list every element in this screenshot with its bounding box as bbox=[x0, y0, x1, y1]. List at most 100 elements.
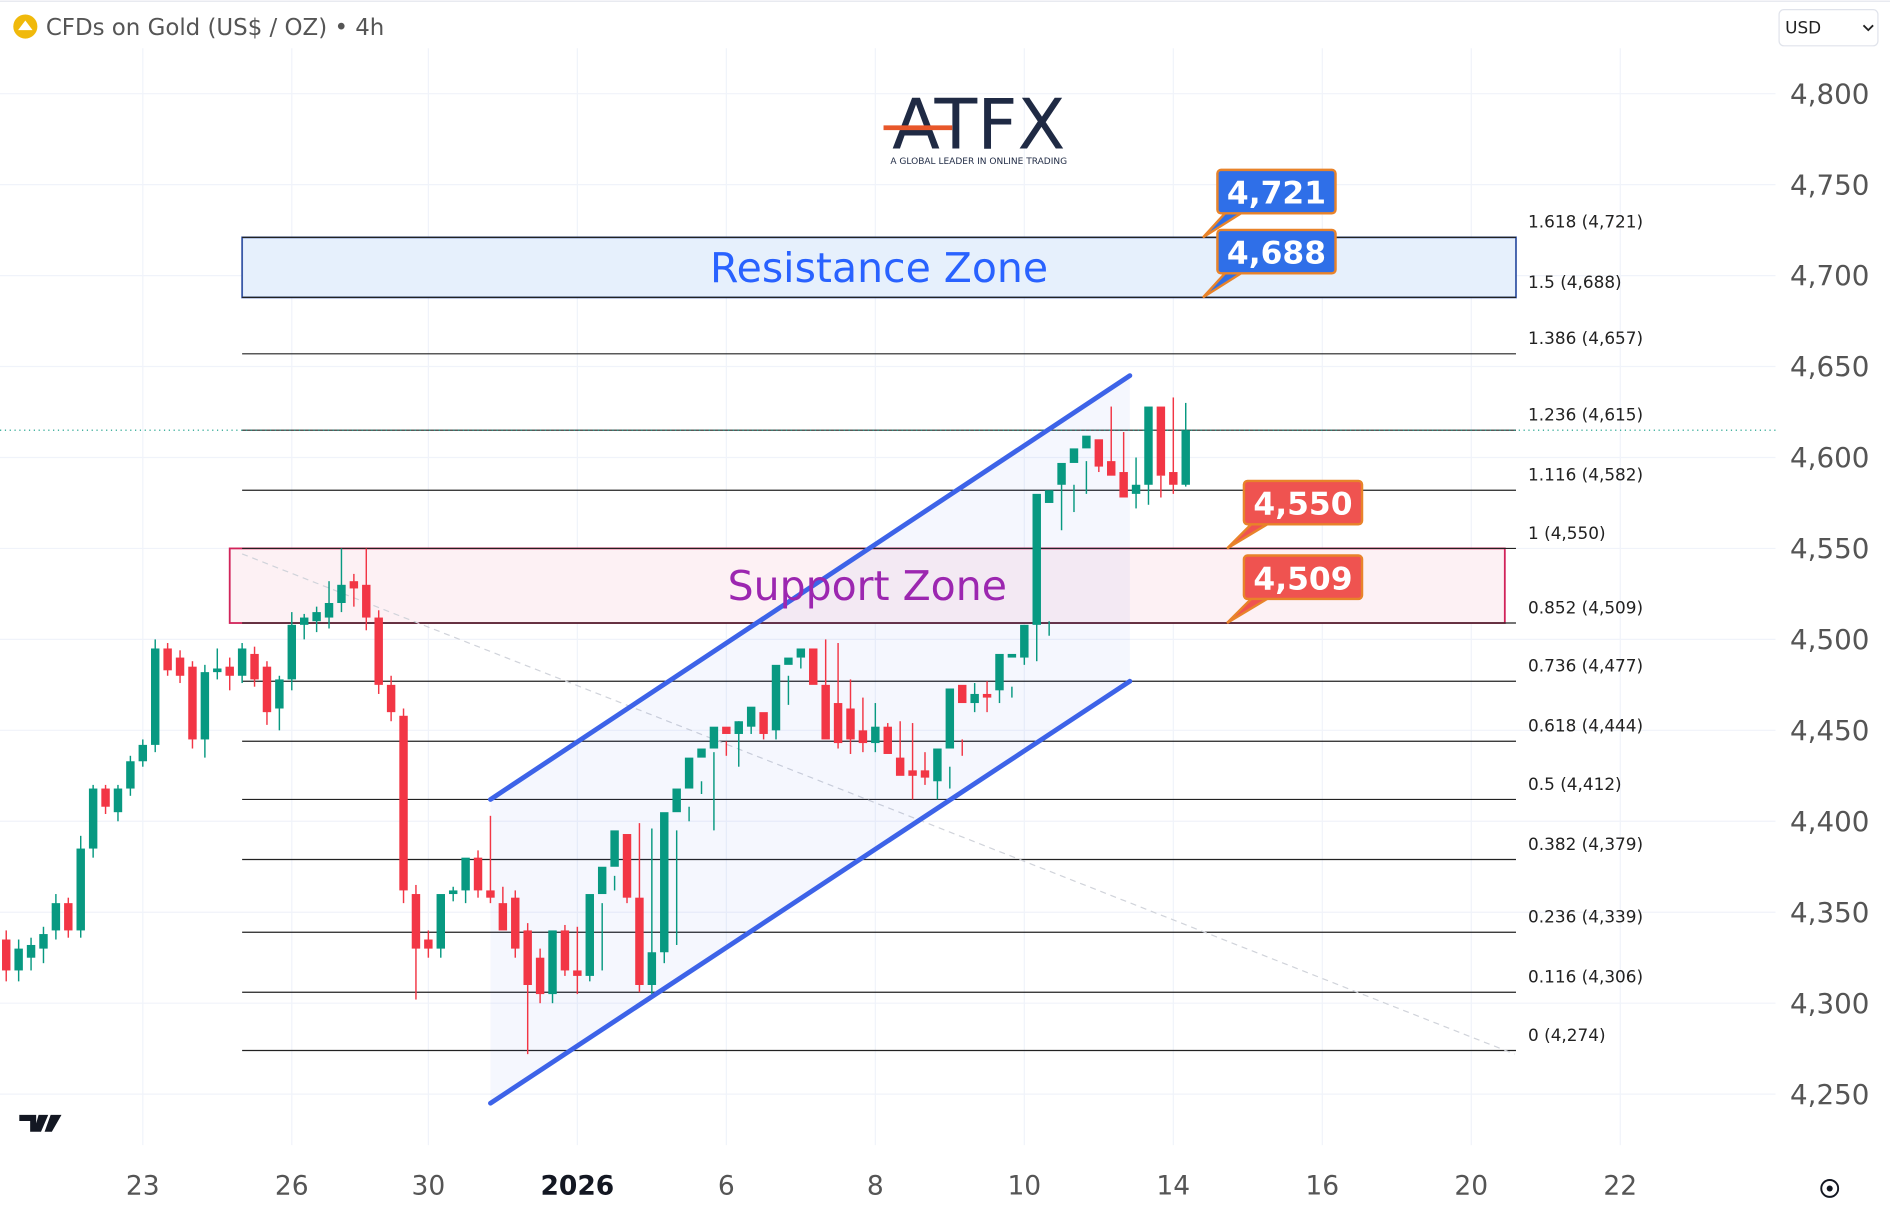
candle-body bbox=[622, 834, 632, 898]
overlay: 4,250 4,300 4,350 4,400 4,450 4,500 4,550 4,600… bbox=[126, 77, 1869, 1201]
settings-icon[interactable] bbox=[1820, 1179, 1840, 1198]
candle-body bbox=[448, 890, 458, 895]
candle-body bbox=[51, 903, 61, 931]
fib-label: 0.852 (4,509) bbox=[1528, 597, 1643, 617]
candle-body bbox=[610, 830, 619, 867]
x-tick-label: 8 bbox=[867, 1170, 884, 1201]
fib-label: 1.386 (4,657) bbox=[1528, 328, 1643, 348]
candle-body bbox=[821, 684, 830, 740]
candle-body bbox=[213, 668, 222, 673]
candle-body bbox=[672, 788, 681, 813]
candle-body bbox=[573, 970, 582, 976]
currency-label[interactable]: USD bbox=[1785, 18, 1821, 38]
fib-label: 0.618 (4,444) bbox=[1528, 716, 1643, 736]
candle-body bbox=[299, 617, 309, 625]
price-tag bbox=[1216, 168, 1337, 215]
candle-body bbox=[722, 726, 731, 734]
candle-body bbox=[1032, 493, 1041, 625]
candle-body bbox=[188, 666, 197, 740]
candle-body bbox=[871, 726, 880, 744]
candle-body bbox=[597, 866, 607, 895]
candle-body bbox=[1131, 484, 1141, 494]
candle-body bbox=[113, 788, 123, 813]
candle-body bbox=[287, 624, 297, 680]
fib-label: 1.236 (4,615) bbox=[1528, 405, 1643, 425]
fib-label: 1.5 (4,688) bbox=[1528, 272, 1622, 292]
candle-body bbox=[746, 706, 756, 727]
fib-label: 0 (4,274) bbox=[1528, 1025, 1606, 1045]
candle-body bbox=[560, 930, 570, 971]
candle-body bbox=[424, 939, 433, 949]
candle-body bbox=[411, 894, 421, 949]
candle-body bbox=[374, 617, 383, 685]
candle-body bbox=[386, 684, 396, 713]
candle-body bbox=[523, 930, 532, 985]
logo-tagline: A GLOBAL LEADER IN ONLINE TRADING bbox=[890, 157, 1067, 167]
candle-body bbox=[771, 664, 781, 731]
price-tag bbox=[1242, 554, 1364, 601]
y-tick-label: 4,300 bbox=[1790, 987, 1869, 1020]
price-tag-label: 4,688 bbox=[1227, 236, 1326, 272]
fib-label: 0.5 (4,412) bbox=[1528, 774, 1622, 794]
candle-body bbox=[324, 603, 334, 618]
candle-body bbox=[635, 897, 644, 985]
candle-body bbox=[796, 648, 806, 658]
currency-select[interactable] bbox=[1778, 9, 1879, 47]
y-tick-label: 4,650 bbox=[1790, 350, 1869, 383]
candle-body bbox=[175, 657, 185, 676]
candle-body bbox=[1094, 439, 1104, 467]
channel-fill bbox=[490, 375, 1130, 1104]
candle-body bbox=[1119, 472, 1128, 498]
candle-body bbox=[1082, 435, 1091, 449]
zone-label: Resistance Zone bbox=[710, 244, 1048, 292]
candle-body bbox=[809, 648, 818, 685]
trendline bbox=[241, 553, 1515, 1055]
fib-label: 0.116 (4,306) bbox=[1528, 967, 1643, 987]
fib-label: 1 (4,550) bbox=[1528, 523, 1606, 543]
candle-body bbox=[1156, 406, 1166, 476]
price-tag-label: 4,509 bbox=[1253, 561, 1352, 597]
candle-body bbox=[473, 857, 483, 891]
candle-body bbox=[262, 666, 272, 713]
x-tick-label: 20 bbox=[1454, 1170, 1488, 1201]
candle-body bbox=[436, 894, 445, 949]
x-tick-label: 6 bbox=[718, 1170, 735, 1201]
candle-body bbox=[349, 581, 359, 589]
candle-body bbox=[1069, 448, 1079, 463]
candle-body bbox=[982, 693, 992, 698]
y-tick-label: 4,550 bbox=[1790, 532, 1869, 565]
price-tag bbox=[1242, 479, 1364, 526]
logo-name: ATFX bbox=[892, 84, 1065, 165]
candle-body bbox=[535, 957, 545, 995]
candle-body bbox=[150, 648, 160, 745]
candle-body bbox=[734, 721, 743, 734]
candle-body bbox=[64, 903, 73, 931]
candle-body bbox=[200, 672, 210, 740]
candle-body bbox=[1007, 653, 1017, 658]
x-tick-label: 26 bbox=[275, 1170, 309, 1201]
candle-body bbox=[461, 857, 470, 891]
candle-body bbox=[895, 757, 905, 776]
candle-body bbox=[2, 939, 11, 971]
candle-body bbox=[399, 715, 408, 891]
candle-body bbox=[126, 761, 135, 789]
candle-body bbox=[163, 648, 172, 671]
dropdown-arrow bbox=[1862, 24, 1874, 32]
y-tick-label: 4,700 bbox=[1790, 259, 1869, 292]
candle-body bbox=[647, 952, 657, 985]
candle-body bbox=[933, 748, 942, 782]
y-tick-label: 4,450 bbox=[1790, 714, 1869, 747]
candle-body bbox=[920, 770, 930, 778]
fib-label: 0.382 (4,379) bbox=[1528, 834, 1643, 854]
fib-label: 0.736 (4,477) bbox=[1528, 656, 1643, 676]
candle-body bbox=[1107, 461, 1116, 476]
symbol-icon-glyph bbox=[18, 20, 33, 31]
channel-line bbox=[488, 678, 1133, 1106]
candle-body bbox=[858, 730, 868, 744]
y-tick-label: 4,500 bbox=[1790, 623, 1869, 656]
price-tag-label: 4,721 bbox=[1227, 176, 1326, 212]
tradingview-logo bbox=[19, 1114, 62, 1132]
candle-body bbox=[784, 657, 793, 665]
